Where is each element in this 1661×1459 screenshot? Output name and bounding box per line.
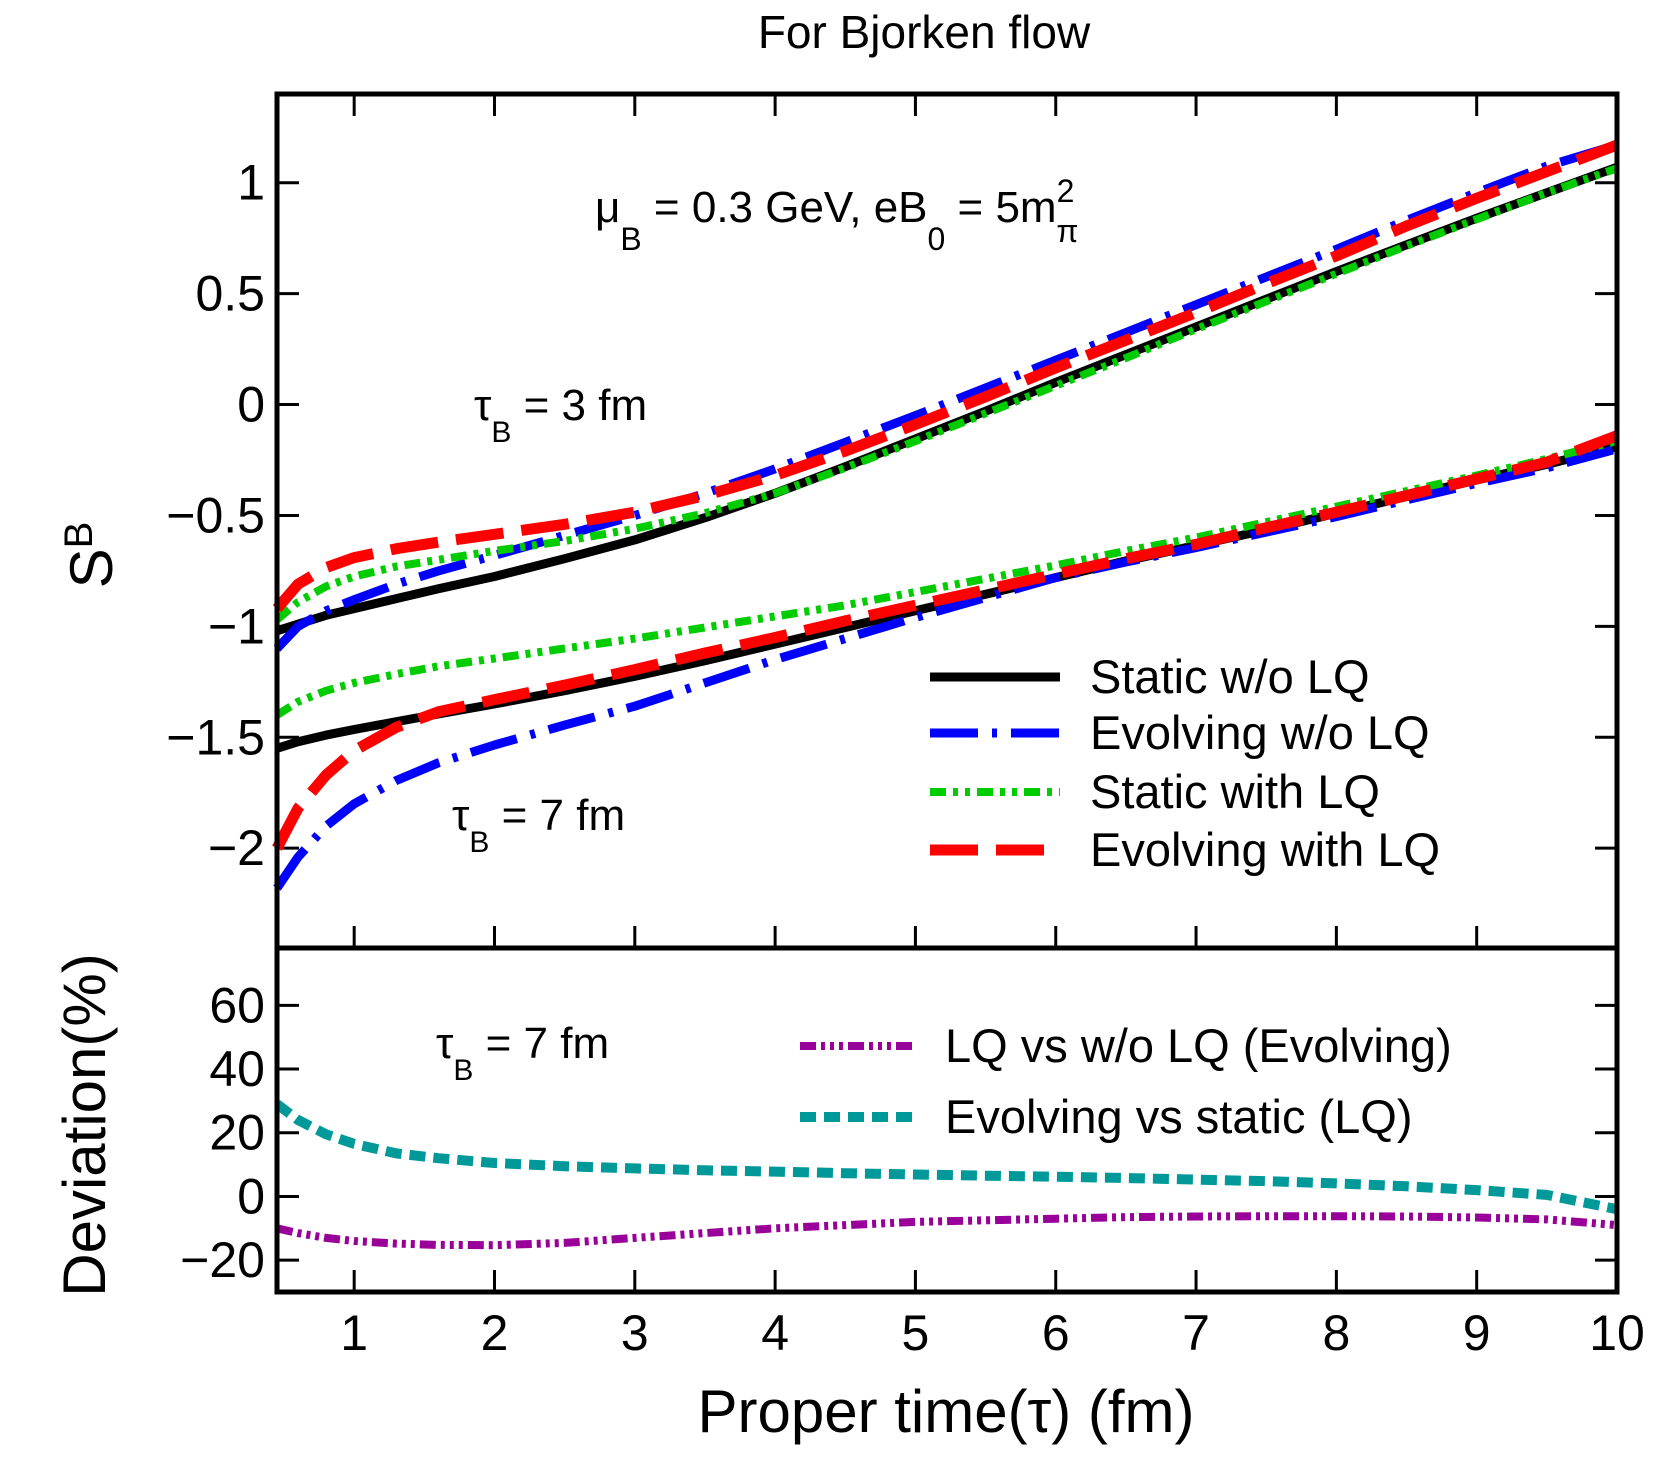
x-tick-label: 7 [1182,1305,1210,1361]
top-ytick-label: −1.5 [166,709,265,765]
x-tick-label: 1 [340,1305,368,1361]
top-series-static-w-o-lq-tau-b-3-fm [275,162,1619,636]
bottom-series-evolving-vs-static-lq [273,1100,1618,1215]
x-tick-label: 4 [761,1305,789,1361]
legend-label-lq-vs-wo-lq: LQ vs w/o LQ (Evolving) [945,1019,1452,1072]
chart-title: For Bjorken flow [758,6,1091,58]
bottom-ytick-label: 40 [209,1041,265,1097]
top-legend: Static w/o LQ Evolving w/o LQ Static wit… [930,650,1440,876]
x-tick-label: 5 [902,1305,930,1361]
bottom-legend: LQ vs w/o LQ (Evolving) Evolving vs stat… [800,1019,1452,1143]
legend-label-evolving-vs-static: Evolving vs static (LQ) [945,1090,1413,1143]
legend-entry-lq-vs-wo-lq: LQ vs w/o LQ (Evolving) [800,1019,1452,1072]
x-tick-label: 10 [1589,1305,1645,1361]
top-ytick-label: −1 [208,598,265,654]
x-axis: 1 2 3 4 5 6 7 8 9 10 [340,94,1645,1361]
legend-entry-evolving-with-lq: Evolving with LQ [930,823,1440,876]
top-y-axis-title: SB [57,522,125,589]
top-ytick-label: 0.5 [195,266,265,322]
legend-entry-static-wo-lq: Static w/o LQ [930,650,1370,703]
legend-label-static-with-lq: Static with LQ [1090,765,1380,818]
bottom-ytick-label: −20 [180,1232,265,1288]
legend-entry-static-with-lq: Static with LQ [930,765,1380,818]
top-ytick-label: −0.5 [166,487,265,543]
legend-label-evolving-with-lq: Evolving with LQ [1090,823,1440,876]
legend-label-static-wo-lq: Static w/o LQ [1090,650,1370,703]
top-panel: 1 0.5 0 −0.5 −1 −1.5 −2 [166,91,1620,951]
top-ytick-label: 1 [237,155,265,211]
bottom-y-ticks: 60 40 20 0 −20 [180,977,1617,1288]
top-series-static-with-lq-tau-b-3-fm [274,164,1619,623]
x-tick-label: 2 [481,1305,509,1361]
x-tick-label: 9 [1463,1305,1491,1361]
bottom-ytick-label: 20 [209,1105,265,1161]
top-series-evolving-with-lq-tau-b-3-fm [272,139,1619,613]
bottom-plot-frame [274,945,1620,1295]
x-tick-label: 8 [1322,1305,1350,1361]
top-series-lines [272,139,1619,891]
top-ytick-label: −2 [208,820,265,876]
legend-entry-evolving-vs-static: Evolving vs static (LQ) [800,1090,1413,1143]
bottom-panel: 60 40 20 0 −20 [180,945,1620,1295]
top-series-evolving-with-lq-tau-b-7-fm [272,430,1619,851]
bottom-series-lines [273,1100,1618,1250]
x-tick-label: 6 [1042,1305,1070,1361]
x-axis-title: Proper time(τ) (fm) [697,1378,1194,1445]
top-ytick-label: 0 [237,377,265,433]
bottom-ytick-label: 0 [237,1168,265,1224]
bottom-y-axis-title: Deviation(%) [51,953,118,1296]
tau-b-3fm-annotation: τB = 3 fm [474,381,647,449]
tau-b-7fm-annotation: τB = 7 fm [452,791,625,859]
top-y-ticks: 1 0.5 0 −0.5 −1 −1.5 −2 [166,155,1617,876]
params-annotation: μB = 0.3 GeV, eB0 = 5m2 π [595,173,1078,257]
top-series-evolving-w-o-lq-tau-b-3-fm [273,140,1619,652]
legend-label-evolving-wo-lq: Evolving w/o LQ [1090,706,1430,759]
legend-entry-evolving-wo-lq: Evolving w/o LQ [930,706,1430,759]
bottom-tau-b-annotation: τB = 7 fm [436,1019,609,1087]
x-tick-label: 3 [621,1305,649,1361]
bottom-ytick-label: 60 [209,977,265,1033]
bottom-series-lq-vs-w-o-lq-evolving [276,1212,1618,1250]
